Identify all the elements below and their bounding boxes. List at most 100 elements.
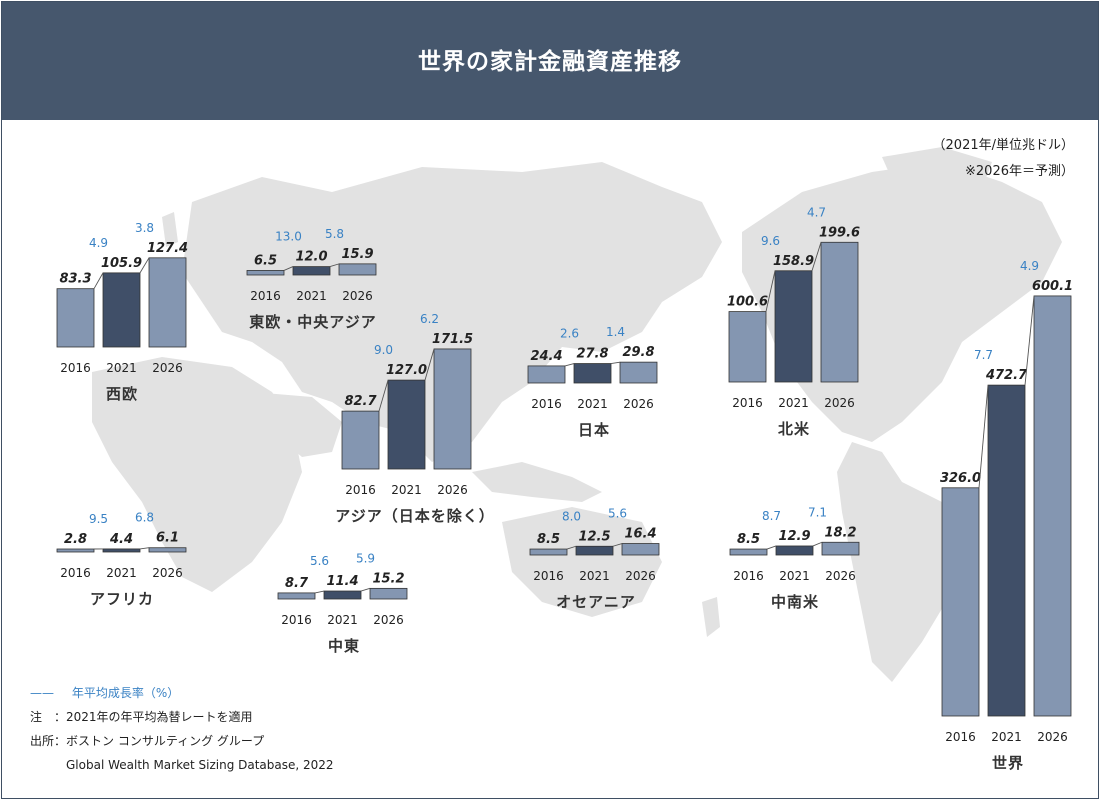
value-label: 8.5 xyxy=(537,532,560,547)
bar xyxy=(277,592,316,600)
bar xyxy=(774,270,813,383)
bar xyxy=(941,487,980,717)
legend-row: —— 年平均成長率（%） xyxy=(30,684,179,701)
growth-connector-line xyxy=(1024,295,1035,386)
region-label: オセアニア xyxy=(556,593,636,611)
growth-rate-label: 9.6 xyxy=(761,234,780,248)
region-label: 中東 xyxy=(328,637,360,655)
value-label: 2.8 xyxy=(64,532,87,547)
growth-rate-label: 1.4 xyxy=(606,325,625,339)
bar xyxy=(729,548,768,556)
note-source: 出所：ボストン コンサルティング グループ xyxy=(30,734,265,748)
value-label: 29.8 xyxy=(622,345,654,360)
year-label: 2016 xyxy=(945,730,976,744)
value-label: 4.4 xyxy=(109,532,133,547)
chart-title: 世界の家計金融資産推移 xyxy=(418,49,682,75)
region-chart: 83.3 2016 105.9 2021 127.4 2026 4.9 3.8 西欧 xyxy=(56,221,188,403)
year-label: 2021 xyxy=(106,361,137,375)
unit-note: （2021年/単位兆ドル） xyxy=(932,138,1074,153)
growth-rate-label: 8.0 xyxy=(562,509,581,523)
year-label: 2021 xyxy=(106,566,137,580)
value-label: 199.6 xyxy=(819,225,860,240)
year-label: 2016 xyxy=(531,397,562,411)
growth-connector-line xyxy=(329,263,340,268)
region-chart: 8.7 2016 11.4 2021 15.2 2026 5.6 5.9 中東 xyxy=(277,551,408,655)
bar xyxy=(102,548,141,553)
value-label: 15.2 xyxy=(372,571,404,586)
year-label: 2021 xyxy=(327,613,358,627)
growth-connector-line xyxy=(566,545,577,550)
bar xyxy=(338,263,377,276)
year-label: 2026 xyxy=(152,566,183,580)
value-label: 24.4 xyxy=(530,349,562,364)
region-label: 中南米 xyxy=(771,593,819,611)
region-chart: 2.8 2016 4.4 2021 6.1 2026 9.5 6.8 アフリカ xyxy=(56,511,187,608)
growth-rate-label: 6.8 xyxy=(135,511,154,525)
bar xyxy=(775,545,814,556)
title-banner: 世界の家計金融資産推移 xyxy=(2,2,1098,120)
value-label: 8.5 xyxy=(737,532,760,547)
value-label: 326.0 xyxy=(940,471,981,486)
growth-connector-line xyxy=(283,266,294,271)
year-label: 2021 xyxy=(577,397,608,411)
growth-rate-label: 3.8 xyxy=(135,221,154,235)
growth-connector-line xyxy=(93,272,104,289)
bar xyxy=(148,547,187,553)
year-label: 2016 xyxy=(732,396,763,410)
value-label: 127.4 xyxy=(147,241,188,256)
growth-rate-label: 8.7 xyxy=(762,509,781,523)
bar xyxy=(619,361,658,384)
year-label: 2021 xyxy=(579,569,610,583)
growth-rate-label: 13.0 xyxy=(275,230,302,244)
growth-rate-label: 9.5 xyxy=(89,512,108,526)
year-label: 2016 xyxy=(250,289,281,303)
year-label: 2026 xyxy=(824,396,855,410)
bar xyxy=(102,272,141,348)
value-label: 105.9 xyxy=(101,256,142,271)
growth-connector-line xyxy=(812,541,823,547)
value-label: 100.6 xyxy=(727,295,768,310)
value-label: 8.7 xyxy=(285,576,309,591)
value-label: 16.4 xyxy=(624,527,656,542)
value-label: 158.9 xyxy=(773,254,814,269)
region-label: 日本 xyxy=(578,421,610,439)
year-label: 2026 xyxy=(152,361,183,375)
growth-connector-line xyxy=(612,543,623,547)
bar xyxy=(529,548,568,556)
value-label: 6.5 xyxy=(254,253,277,268)
value-label: 12.5 xyxy=(578,529,610,544)
value-label: 472.7 xyxy=(985,368,1028,383)
region-chart: 24.4 2016 27.8 2021 29.8 2026 2.6 1.4 日本 xyxy=(527,325,658,439)
bar xyxy=(387,379,426,470)
growth-connector-line xyxy=(610,361,621,364)
region-chart: 326.0 2016 472.7 2021 600.1 2026 7.7 4.9 世界 xyxy=(940,259,1073,772)
growth-rate-label: 5.6 xyxy=(608,507,627,521)
year-label: 2016 xyxy=(60,361,91,375)
year-label: 2021 xyxy=(296,289,327,303)
growth-rate-label: 4.9 xyxy=(1020,259,1039,273)
year-label: 2021 xyxy=(778,396,809,410)
growth-connector-line xyxy=(139,257,150,274)
year-label: 2026 xyxy=(373,613,404,627)
growth-connector-line xyxy=(139,547,150,550)
bar xyxy=(56,288,95,348)
value-label: 127.0 xyxy=(386,363,427,378)
region-label: 西欧 xyxy=(106,385,138,403)
bar xyxy=(527,365,566,384)
year-label: 2016 xyxy=(281,613,312,627)
region-chart: 6.5 2016 12.0 2021 15.9 2026 13.0 5.8 東欧・中央アジア xyxy=(246,227,377,331)
year-label: 2026 xyxy=(437,483,468,497)
growth-connector-line xyxy=(765,270,776,312)
bar xyxy=(573,363,612,384)
growth-connector-line xyxy=(314,590,325,594)
year-label: 2021 xyxy=(779,569,810,583)
value-label: 83.3 xyxy=(59,272,91,287)
growth-rate-label: 5.6 xyxy=(310,554,329,568)
bar xyxy=(246,270,285,276)
bar xyxy=(323,590,362,600)
region-label: アジア（日本を除く） xyxy=(335,507,494,525)
growth-rate-label: 4.7 xyxy=(807,205,826,219)
growth-rate-label: 5.9 xyxy=(356,551,375,565)
